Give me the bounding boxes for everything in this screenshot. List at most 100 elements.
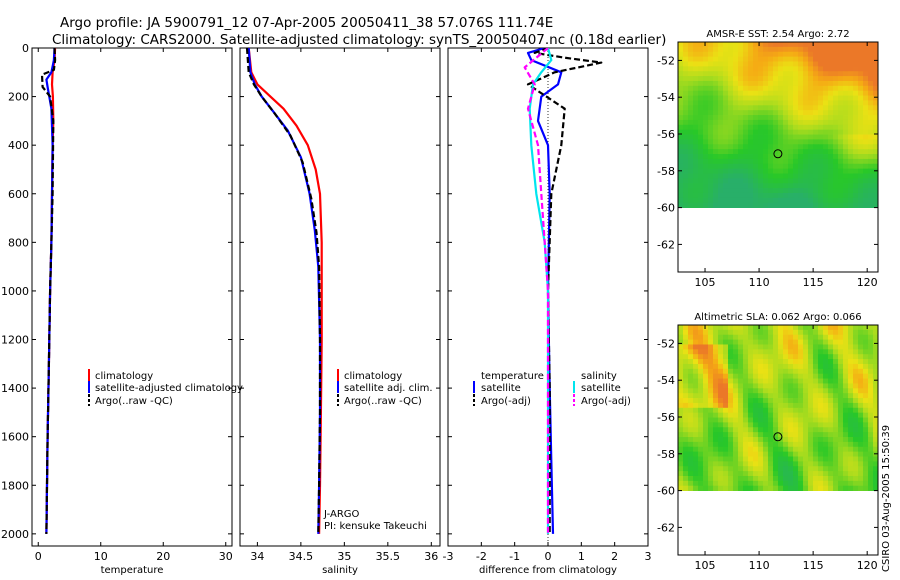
heatmap-cell <box>838 197 844 204</box>
heatmap-cell <box>823 363 829 370</box>
heatmap-cell <box>683 105 689 111</box>
heatmap-cell <box>693 71 699 77</box>
temperature-axes-frame <box>31 47 233 547</box>
heatmap-cell <box>703 388 709 394</box>
heatmap-cell <box>863 402 869 409</box>
heatmap-cell <box>803 188 809 194</box>
heatmap-cell <box>808 388 814 394</box>
heatmap-cell <box>718 61 724 67</box>
heatmap-cell <box>698 66 704 72</box>
heatmap-cell <box>703 363 709 370</box>
heatmap-cell <box>743 61 749 67</box>
heatmap-cell <box>868 178 874 184</box>
heatmap-cell <box>728 158 734 165</box>
heatmap-cell <box>738 427 744 433</box>
heatmap-cell <box>698 354 704 360</box>
heatmap-cell <box>678 388 684 394</box>
heatmap-cell <box>678 446 684 453</box>
heatmap-cell <box>713 66 719 72</box>
heatmap-cell <box>813 168 819 174</box>
heatmap-cell <box>873 446 878 453</box>
heatmap-cell <box>688 329 694 336</box>
heatmap-cell <box>743 154 749 160</box>
x-tick-label: 105 <box>695 559 716 572</box>
heatmap-cell <box>843 427 849 433</box>
heatmap-cell <box>718 407 724 414</box>
heatmap-cell <box>783 178 789 184</box>
heatmap-cell <box>773 427 779 433</box>
heatmap-cell <box>833 480 839 487</box>
heatmap-cell <box>708 192 714 199</box>
heatmap-cell <box>718 368 724 375</box>
heatmap-cell <box>828 115 834 121</box>
heatmap-cell <box>843 349 849 355</box>
heatmap-cell <box>793 80 799 87</box>
heatmap-cell <box>768 485 774 491</box>
heatmap-cell <box>808 42 814 48</box>
heatmap-cell <box>743 393 749 399</box>
heatmap-cell <box>828 76 834 82</box>
heatmap-cell <box>813 71 819 77</box>
heatmap-cell <box>698 188 704 194</box>
heatmap-cell <box>828 154 834 160</box>
heatmap-cell <box>753 471 759 477</box>
heatmap-cell <box>803 76 809 82</box>
heatmap-cell <box>818 197 824 204</box>
y-tick-label: -54 <box>657 91 675 104</box>
heatmap-cell <box>713 158 719 165</box>
heatmap-cell <box>803 417 809 423</box>
heatmap-cell <box>803 85 809 92</box>
heatmap-cell <box>738 178 744 184</box>
heatmap-cell <box>843 354 849 360</box>
heatmap-cell <box>853 115 859 121</box>
heatmap-cell <box>743 202 749 208</box>
heatmap-cell <box>738 134 744 140</box>
heatmap-cell <box>803 339 809 345</box>
heatmap-cell <box>803 407 809 414</box>
heatmap-cell <box>713 202 719 208</box>
heatmap-cell <box>843 178 849 184</box>
heatmap-cell <box>728 412 734 418</box>
heatmap-cell <box>808 485 814 491</box>
heatmap-cell <box>683 427 689 433</box>
heatmap-cell <box>818 393 824 399</box>
heatmap-cell <box>833 154 839 160</box>
heatmap-cell <box>788 115 794 121</box>
heatmap-cell <box>823 398 829 404</box>
heatmap-cell <box>863 451 869 457</box>
heatmap-cell <box>768 134 774 140</box>
heatmap-cell <box>798 42 804 48</box>
heatmap-cell <box>778 427 784 433</box>
heatmap-cell <box>818 329 824 336</box>
heatmap-cell <box>693 119 699 126</box>
heatmap-cell <box>683 446 689 453</box>
heatmap-cell <box>858 359 864 365</box>
x-tick-label: 35.5 <box>376 550 401 563</box>
heatmap-cell <box>793 412 799 418</box>
heatmap-cell <box>738 485 744 491</box>
heatmap-cell <box>693 202 699 208</box>
heatmap-cell <box>853 398 859 404</box>
heatmap-cell <box>783 422 789 428</box>
heatmap-cell <box>783 144 789 150</box>
heatmap-cell <box>733 427 739 433</box>
heatmap-cell <box>718 192 724 199</box>
heatmap-cell <box>743 149 749 155</box>
heatmap-cell <box>778 354 784 360</box>
heatmap-cell <box>753 149 759 155</box>
heatmap-cell <box>713 441 719 448</box>
heatmap-cell <box>713 402 719 409</box>
heatmap-cell <box>703 368 709 375</box>
heatmap-cell <box>858 485 864 491</box>
heatmap-cell <box>833 378 839 384</box>
heatmap-cell <box>748 115 754 121</box>
heatmap-cell <box>678 368 684 375</box>
heatmap-cell <box>768 398 774 404</box>
heatmap-cell <box>793 475 799 482</box>
heatmap-cell <box>863 46 869 53</box>
heatmap-cell <box>698 183 704 189</box>
heatmap-cell <box>873 485 878 491</box>
heatmap-cell <box>773 154 779 160</box>
heatmap-cell <box>808 129 814 135</box>
heatmap-cell <box>823 412 829 418</box>
